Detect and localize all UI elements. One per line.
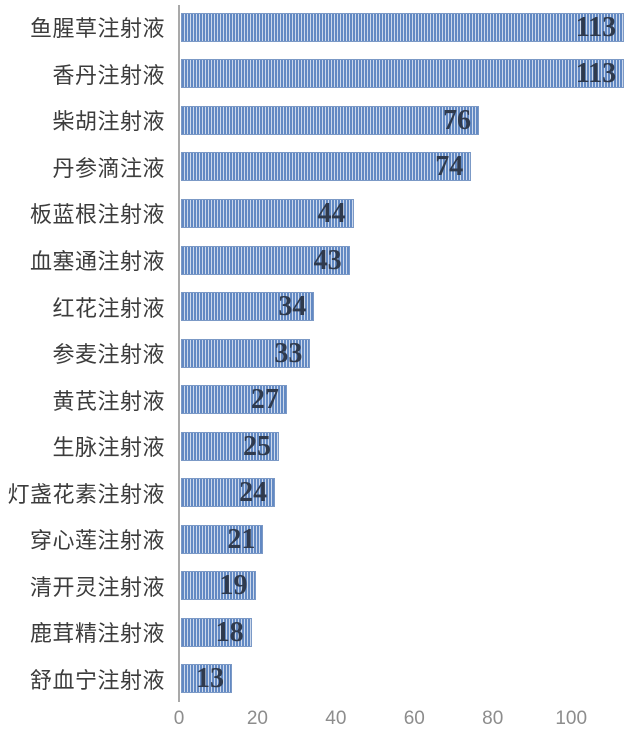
value-label: 25	[243, 430, 272, 462]
bar-area: 113	[179, 58, 630, 90]
bar-row: 红花注射液 34	[0, 283, 630, 330]
bar-row: 生脉注射液 25	[0, 423, 630, 470]
bar: 74	[181, 151, 472, 183]
bar-area: 18	[179, 616, 630, 648]
x-axis: 0 20 40 60 80 100	[174, 708, 630, 734]
bar-row: 香丹注射液 113	[0, 51, 630, 98]
bar-row: 血塞通注射液 43	[0, 237, 630, 284]
bar-area: 21	[179, 523, 630, 555]
bar-row: 黄芪注射液 27	[0, 376, 630, 423]
value-label: 43	[313, 244, 342, 276]
category-label: 鹿茸精注射液	[29, 621, 165, 647]
chart-rows: 鱼腥草注射液 113 香丹注射液 113 柴胡注射液 76 丹参滴注液 74	[0, 4, 630, 702]
bar-row: 穿心莲注射液 21	[0, 516, 630, 563]
value-label: 24	[239, 477, 268, 509]
category-label: 清开灵注射液	[29, 574, 165, 600]
bar: 113	[181, 11, 625, 43]
value-label: 18	[215, 616, 244, 648]
bar: 34	[181, 291, 315, 323]
category-label: 柴胡注射液	[52, 109, 165, 135]
category-label: 黄芪注射液	[52, 388, 165, 414]
value-label: 44	[317, 197, 346, 229]
bar-area: 13	[179, 663, 630, 695]
value-label: 113	[575, 11, 617, 43]
category-label: 板蓝根注射液	[29, 202, 165, 228]
bar: 18	[181, 616, 252, 648]
bar-area: 34	[179, 291, 630, 323]
category-label: 鱼腥草注射液	[29, 16, 165, 42]
x-tick-label: 100	[555, 708, 588, 729]
category-label: 香丹注射液	[52, 62, 165, 88]
bar-area: 19	[179, 570, 630, 602]
bar: 44	[181, 197, 354, 229]
bar: 13	[181, 663, 232, 695]
x-tick-label: 40	[325, 708, 347, 729]
bar-area: 33	[179, 337, 630, 369]
x-tick-label: 60	[403, 708, 425, 729]
category-label: 生脉注射液	[52, 435, 165, 461]
bar-area: 113	[179, 11, 630, 43]
category-label: 血塞通注射液	[29, 249, 165, 274]
bar-area: 43	[179, 244, 630, 276]
bar-row: 参麦注射液 33	[0, 330, 630, 377]
y-axis-line	[178, 5, 180, 702]
category-label: 灯盏花素注射液	[7, 481, 165, 507]
value-label: 21	[227, 523, 256, 555]
value-label: 19	[219, 570, 248, 602]
value-label: 33	[274, 337, 303, 369]
bar-row: 清开灵注射液 19	[0, 563, 630, 610]
bar: 43	[181, 244, 350, 276]
value-label: 13	[195, 663, 224, 695]
value-label: 27	[250, 384, 279, 416]
bar: 76	[181, 104, 480, 136]
bar-area: 44	[179, 197, 630, 229]
bar-row: 鹿茸精注射液 18	[0, 609, 630, 656]
bar: 113	[181, 58, 625, 90]
value-label: 113	[575, 58, 617, 90]
bar: 33	[181, 337, 311, 369]
bar-area: 24	[179, 477, 630, 509]
bar-area: 74	[179, 151, 630, 183]
category-label: 参麦注射液	[52, 342, 165, 368]
bar-area: 76	[179, 104, 630, 136]
value-label: 74	[435, 151, 464, 183]
bar: 24	[181, 477, 276, 509]
category-label: 穿心莲注射液	[29, 528, 165, 554]
bar-row: 丹参滴注液 74	[0, 144, 630, 191]
value-label: 76	[443, 104, 472, 136]
x-tick-label: 20	[246, 708, 268, 729]
category-label: 舒血宁注射液	[29, 667, 165, 693]
bar-row: 板蓝根注射液 44	[0, 190, 630, 237]
bar-row: 舒血宁注射液 13	[0, 656, 630, 703]
category-label: 红花注射液	[52, 295, 165, 321]
x-tick-label: 80	[482, 708, 504, 729]
bar-row: 鱼腥草注射液 113	[0, 4, 630, 51]
bar: 25	[181, 430, 280, 462]
bar: 27	[181, 384, 287, 416]
bar: 21	[181, 523, 264, 555]
value-label: 34	[278, 291, 307, 323]
bar: 19	[181, 570, 256, 602]
bar-area: 25	[179, 430, 630, 462]
bar-row: 灯盏花素注射液 24	[0, 469, 630, 516]
x-tick-label: 0	[173, 708, 185, 729]
bar-row: 柴胡注射液 76	[0, 97, 630, 144]
category-label: 丹参滴注液	[52, 155, 165, 181]
bar-area: 27	[179, 384, 630, 416]
